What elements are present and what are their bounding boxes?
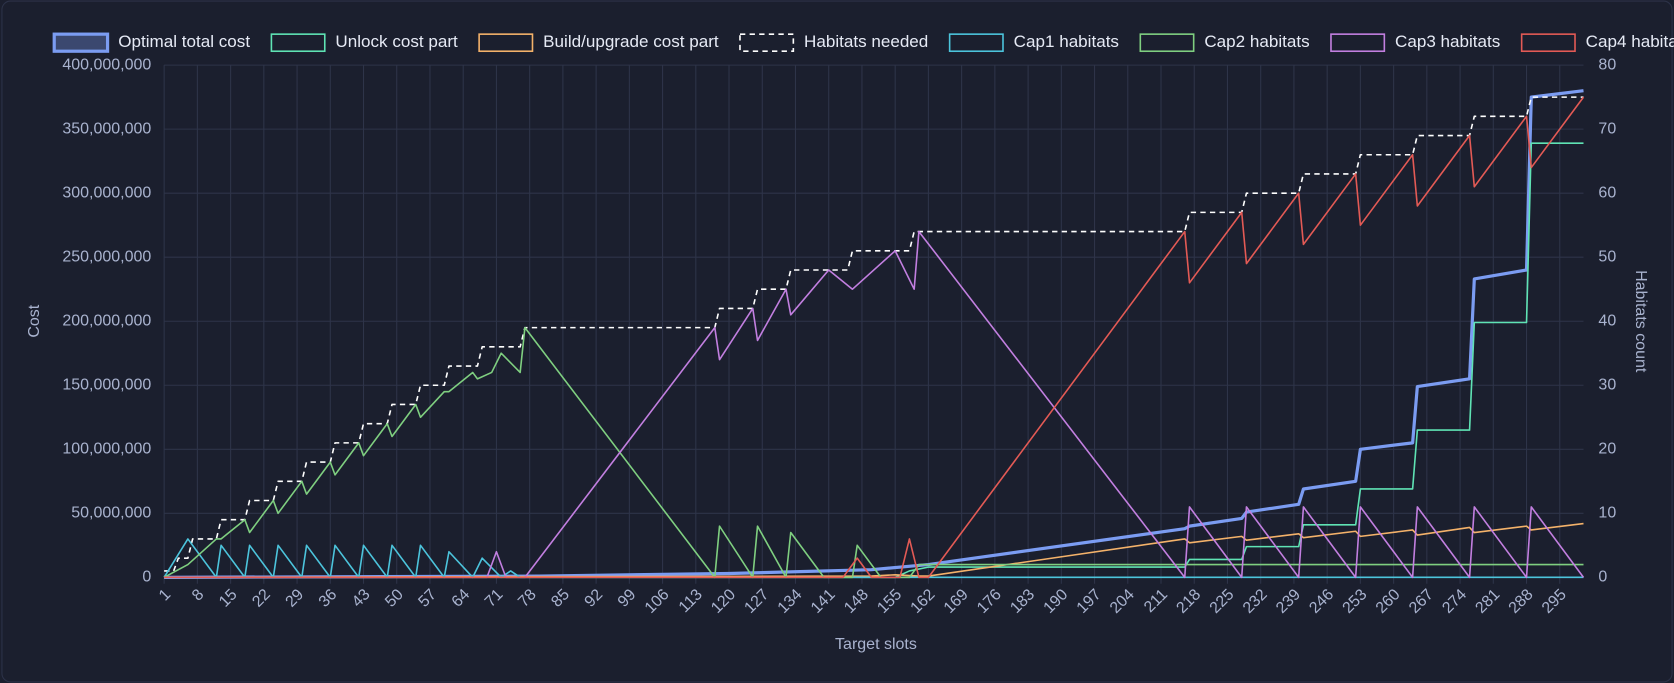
y2-axis-title: Habitats count (1632, 270, 1649, 373)
y-tick-label: 300,000,000 (62, 184, 151, 201)
series-line (163, 326, 1584, 579)
y-tick-label: 250,000,000 (62, 248, 151, 265)
legend-swatch (478, 33, 534, 53)
y2-tick-label: 40 (1598, 312, 1616, 329)
series-line (164, 230, 1585, 579)
y-axis-title: Cost (26, 304, 43, 337)
y2-tick-label: 60 (1598, 184, 1616, 201)
series-line (164, 96, 1584, 572)
legend-label: Cap4 habitats (1586, 32, 1674, 51)
legend-swatch (1139, 33, 1195, 53)
y2-tick-label: 80 (1598, 56, 1616, 73)
series-line (164, 142, 1584, 579)
legend-label: Cap2 habitats (1204, 32, 1309, 51)
y-tick-label: 0 (142, 569, 151, 586)
legend-label: Habitats needed (804, 32, 928, 51)
grid: 0 50,000,000 100,000,000 150,000,000 200,000… (62, 56, 1616, 617)
y-tick-label: 50,000,000 (71, 505, 151, 522)
y-tick-label: 400,000,000 (62, 56, 151, 73)
series-line (163, 538, 1584, 579)
y-tick-label: 200,000,000 (62, 312, 151, 329)
legend-label: Unlock cost part (335, 32, 458, 51)
y-tick-label: 350,000,000 (62, 120, 151, 137)
series-line (164, 96, 1585, 579)
y-tick-label: 150,000,000 (62, 376, 151, 393)
y2-tick-label: 0 (1598, 569, 1607, 586)
legend-swatch (1520, 33, 1576, 53)
legend-swatch (52, 32, 110, 53)
legend-swatch (270, 33, 326, 53)
legend-swatch (1330, 33, 1386, 53)
y2-tick-label: 70 (1598, 120, 1616, 137)
plot-area (163, 89, 1585, 579)
x-axis-title: Target slots (835, 636, 917, 653)
legend-swatch (739, 33, 795, 53)
y2-tick-label: 20 (1598, 441, 1616, 458)
legend-label: Optimal total cost (118, 32, 250, 51)
legend-label: Cap3 habitats (1395, 32, 1500, 51)
legend-swatch (948, 33, 1004, 53)
series-line (164, 89, 1584, 579)
y2-tick-label: 30 (1598, 376, 1616, 393)
legend-label: Cap1 habitats (1014, 32, 1119, 51)
y2-tick-label: 10 (1598, 505, 1616, 522)
legend: Optimal total cost Unlock cost part Build/… (52, 32, 1674, 53)
y-tick-label: 100,000,000 (62, 441, 151, 458)
legend-label: Build/upgrade cost part (543, 32, 719, 51)
y2-tick-label: 50 (1598, 248, 1616, 265)
